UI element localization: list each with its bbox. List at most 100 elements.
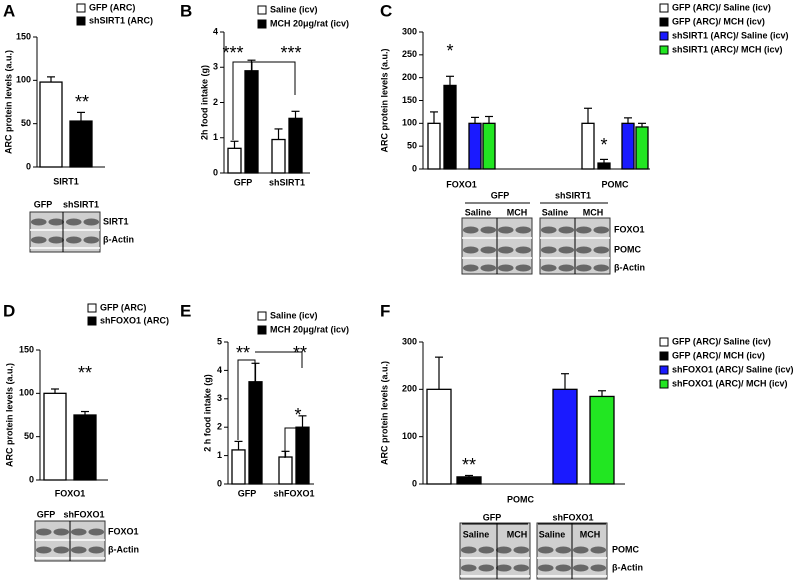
panel-letter: E: [180, 301, 191, 320]
band: [515, 246, 532, 254]
y-tick-label: 2: [217, 422, 222, 432]
y-tick-label: 0: [217, 478, 222, 488]
band: [540, 226, 557, 234]
panel-letter: C: [380, 1, 392, 20]
legend-swatch: [659, 379, 669, 389]
legend-label: GFP (ARC)/ Saline (icv): [672, 336, 771, 346]
band: [53, 528, 70, 536]
blot-protein: β-Actin: [612, 562, 643, 572]
legend-swatch: [257, 19, 267, 29]
band: [537, 546, 554, 554]
legend-swatch: [257, 311, 267, 321]
blot-protein: FOXO1: [108, 526, 139, 536]
band: [593, 226, 610, 234]
legend-swatch: [659, 337, 669, 347]
bar: [278, 456, 293, 485]
bracket: [237, 359, 256, 440]
bar: [43, 392, 67, 481]
legend-label: shSIRT1 (ARC)/ Saline (icv): [672, 30, 789, 40]
bar: [231, 449, 246, 485]
legend-label: Saline (icv): [270, 310, 318, 320]
blot-lane: Saline: [542, 207, 569, 217]
blot-protein: β-Actin: [108, 544, 139, 554]
band: [480, 246, 497, 254]
band: [70, 528, 87, 536]
bar: [621, 122, 635, 170]
y-tick-label: 5: [217, 336, 222, 346]
band: [35, 546, 52, 554]
band: [515, 226, 532, 234]
legend-swatch: [659, 31, 669, 41]
blot-lane: MCH: [580, 529, 601, 539]
significance: *: [600, 135, 607, 155]
legend-label: shFOXO1 (ARC)/ MCH (icv): [672, 378, 788, 388]
bar: [456, 476, 482, 485]
band: [460, 546, 477, 554]
legend-swatch: [87, 303, 97, 313]
bar: [227, 147, 242, 174]
legend-label: MCH 20μg/rat (icv): [270, 324, 349, 334]
x-tick-label: SIRT1: [53, 176, 79, 186]
band: [513, 546, 530, 554]
bar: [248, 381, 263, 485]
x-tick-label: POMC: [602, 179, 630, 189]
significance: **: [293, 343, 307, 363]
legend-label: GFP (ARC): [100, 302, 146, 312]
panel-letter: D: [3, 301, 15, 320]
bracket: [255, 351, 303, 368]
band: [83, 218, 100, 226]
x-tick-label: shFOXO1: [273, 488, 314, 498]
legend-label: GFP (ARC)/ MCH (icv): [672, 16, 765, 26]
band: [495, 546, 512, 554]
bar: [597, 162, 611, 170]
band: [515, 264, 532, 272]
blot-group: shFOXO1: [63, 509, 104, 519]
legend-label: GFP (ARC)/ MCH (icv): [672, 350, 765, 360]
y-tick-label: 4: [217, 365, 222, 375]
y-tick-label: 200: [402, 384, 417, 394]
bar: [73, 414, 97, 481]
bar: [426, 388, 452, 485]
legend-swatch: [76, 3, 86, 13]
band: [480, 264, 497, 272]
x-tick-label: FOXO1: [446, 179, 477, 189]
panel-letter: A: [3, 1, 15, 20]
blot-group: shSIRT1: [63, 199, 99, 209]
band: [558, 246, 575, 254]
band: [497, 246, 514, 254]
bar: [589, 395, 615, 485]
band: [593, 246, 610, 254]
legend-swatch: [659, 351, 669, 361]
y-tick-label: 100: [402, 431, 417, 441]
x-tick-label: shSIRT1: [269, 177, 305, 187]
y-tick-label: 0: [29, 474, 34, 484]
y-tick-label: 2: [213, 97, 218, 107]
significance: **: [78, 363, 92, 383]
band: [513, 564, 530, 572]
legend-swatch: [87, 316, 97, 326]
legend-swatch: [659, 17, 669, 27]
y-tick-label: 50: [24, 431, 34, 441]
band: [537, 564, 554, 572]
legend-label: MCH 20μg/rat (icv): [270, 18, 349, 28]
y-axis-label: ARC protein levels (a.u.): [379, 361, 389, 465]
blot-group: GFP: [483, 512, 502, 522]
legend-label: shFOXO1 (ARC)/ Saline (icv): [672, 364, 794, 374]
band: [65, 218, 82, 226]
blot-lane: Saline: [463, 529, 490, 539]
bracket: [232, 61, 253, 140]
legend-label: shSIRT1 (ARC)/ MCH (icv): [672, 44, 783, 54]
y-tick-label: 100: [16, 75, 31, 85]
band: [70, 546, 87, 554]
y-tick-label: 150: [19, 344, 34, 354]
legend-swatch: [659, 365, 669, 375]
bar: [581, 122, 595, 170]
x-tick-label: POMC: [507, 494, 535, 504]
bar: [271, 138, 286, 174]
y-tick-label: 0: [412, 163, 417, 173]
band: [575, 226, 592, 234]
bar: [552, 388, 578, 485]
legend-label: Saline (icv): [270, 4, 318, 14]
blot-lane: Saline: [539, 529, 566, 539]
